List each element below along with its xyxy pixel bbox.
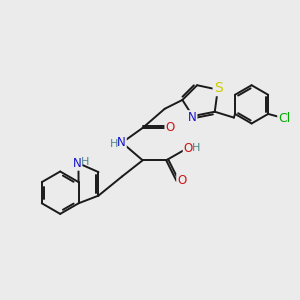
Text: N: N — [73, 157, 81, 170]
Text: H: H — [80, 158, 89, 167]
Text: H: H — [192, 143, 200, 153]
Text: O: O — [184, 142, 193, 155]
Text: N: N — [188, 111, 197, 124]
Text: N: N — [117, 136, 126, 148]
Text: O: O — [165, 122, 175, 134]
Text: O: O — [177, 174, 186, 188]
Text: H: H — [110, 139, 118, 149]
Text: S: S — [214, 81, 222, 95]
Text: Cl: Cl — [278, 112, 290, 125]
